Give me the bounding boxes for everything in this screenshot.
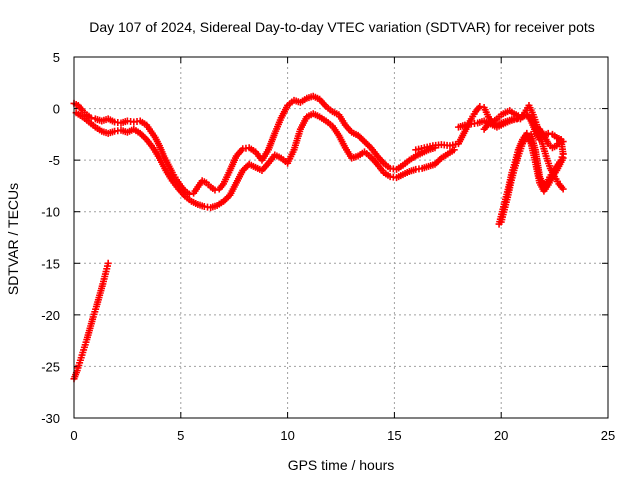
x-tick-label: 0 xyxy=(70,428,77,443)
y-tick-label: 5 xyxy=(53,50,60,65)
data-point xyxy=(559,138,567,146)
x-axis-label: GPS time / hours xyxy=(288,457,395,473)
data-point xyxy=(514,112,522,120)
x-tick-label: 25 xyxy=(601,428,615,443)
data-point xyxy=(104,259,112,267)
y-tick-label: -5 xyxy=(48,153,60,168)
x-tick-label: 10 xyxy=(280,428,294,443)
axis-ticks: 0 5 10 15 20 25 -30 -25 -20 -15 -10 -5 0 5 xyxy=(41,50,615,443)
plot-border xyxy=(73,56,609,419)
data-point xyxy=(450,146,458,154)
y-tick-label: -15 xyxy=(41,256,60,271)
data-markers xyxy=(70,92,567,383)
x-tick-label: 5 xyxy=(177,428,184,443)
y-tick-label: -25 xyxy=(41,359,60,374)
y-axis-label: SDTVAR / TECUs xyxy=(5,183,21,295)
data-point xyxy=(87,114,95,122)
x-tick-label: 20 xyxy=(494,428,508,443)
y-tick-label: -20 xyxy=(41,308,60,323)
chart-title: Day 107 of 2024, Sidereal Day-to-day VTE… xyxy=(89,19,595,35)
data-point xyxy=(559,154,567,162)
x-tick-label: 15 xyxy=(387,428,401,443)
y-tick-label: 0 xyxy=(53,102,60,117)
data-point xyxy=(211,186,219,194)
data-point xyxy=(559,185,567,193)
y-tick-label: -10 xyxy=(41,205,60,220)
data-point xyxy=(476,103,484,111)
y-tick-label: -30 xyxy=(41,411,60,426)
